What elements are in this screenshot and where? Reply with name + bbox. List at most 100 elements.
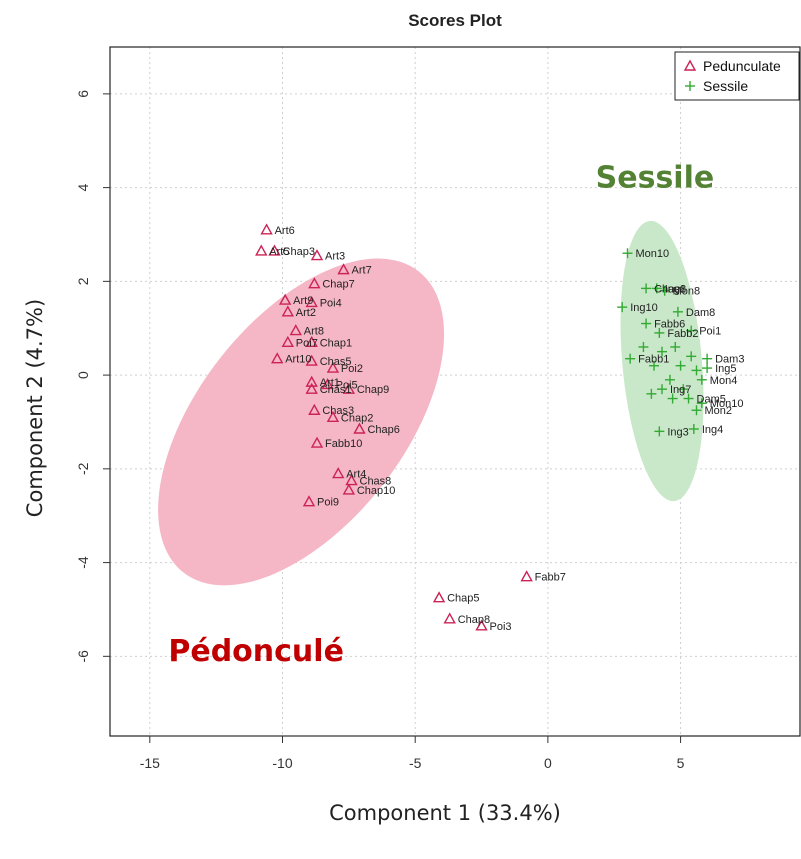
data-points bbox=[255, 223, 713, 631]
point-sessile bbox=[641, 283, 652, 294]
point-label: Art2 bbox=[296, 307, 316, 319]
point-sessile bbox=[657, 384, 667, 395]
x-tick-label: -5 bbox=[409, 755, 422, 771]
legend: Pedunculate Sessile bbox=[674, 51, 800, 101]
point-label: Chap1 bbox=[320, 337, 352, 349]
point-sessile bbox=[622, 248, 633, 259]
point-pedunculate bbox=[255, 244, 268, 256]
point-sessile bbox=[672, 306, 683, 317]
point-label: Chap7 bbox=[322, 279, 354, 291]
point-label: Fabb2 bbox=[667, 328, 698, 340]
point-label: Art6 bbox=[275, 225, 295, 237]
point-sessile bbox=[696, 374, 707, 385]
point-pedunculate bbox=[337, 263, 350, 275]
y-tick-label: 4 bbox=[75, 184, 91, 192]
point-pedunculate bbox=[289, 324, 302, 336]
point-label: Ing3 bbox=[667, 426, 688, 438]
point-label: Poi1 bbox=[699, 326, 721, 338]
point-label: Chap5 bbox=[447, 593, 479, 605]
point-label: Poi4 bbox=[320, 297, 342, 309]
point-sessile bbox=[667, 393, 678, 404]
point-label: Fabb6 bbox=[654, 319, 685, 331]
point-label: Art8 bbox=[304, 326, 324, 338]
point-pedunculate bbox=[305, 335, 318, 347]
point-label: Art5 bbox=[269, 246, 289, 258]
point-sessile bbox=[702, 363, 713, 374]
point-label: Art1 bbox=[320, 377, 340, 389]
point-label: Chas5 bbox=[320, 356, 352, 368]
point-sessile bbox=[649, 360, 660, 371]
point-label: Fabb7 bbox=[535, 572, 566, 584]
point-pedunculate bbox=[305, 354, 318, 366]
point-label: Mon2 bbox=[705, 405, 733, 417]
ellipse-pedunculate bbox=[158, 258, 445, 586]
point-label: Art3 bbox=[325, 251, 345, 263]
y-tick-label: -4 bbox=[75, 556, 91, 569]
point-sessile bbox=[675, 360, 686, 371]
point-pedunculate bbox=[342, 483, 356, 495]
chart-title: Scores Plot bbox=[408, 11, 502, 30]
confidence-ellipses bbox=[158, 220, 704, 586]
x-axis-label: Component 1 (33.4%) bbox=[329, 801, 561, 825]
point-label: Mon10 bbox=[636, 248, 670, 260]
point-sessile bbox=[696, 398, 707, 409]
x-tick-label: -10 bbox=[272, 755, 292, 771]
point-pedunculate bbox=[278, 293, 292, 305]
point-sessile bbox=[625, 353, 636, 364]
y-tick-label: 2 bbox=[75, 277, 91, 285]
point-pedunculate bbox=[353, 422, 366, 434]
point-sessile bbox=[686, 351, 697, 362]
point-pedunculate bbox=[321, 378, 334, 390]
point-label: Poi5 bbox=[336, 379, 358, 391]
point-pedunculate bbox=[302, 495, 316, 507]
point-label: Ing7 bbox=[670, 384, 691, 396]
point-label: Mon8 bbox=[673, 286, 701, 298]
point-label: Poi3 bbox=[490, 621, 512, 633]
legend-marker-sessile bbox=[685, 81, 695, 91]
point-pedunculate bbox=[271, 352, 284, 364]
point-label: Chap8 bbox=[458, 614, 490, 626]
point-sessile bbox=[638, 341, 649, 352]
point-pedunculate bbox=[260, 223, 273, 235]
point-label: Ing8 bbox=[665, 283, 686, 295]
point-label: Chap3 bbox=[283, 246, 315, 258]
ellipse-sessile bbox=[620, 220, 704, 502]
point-label: Chas8 bbox=[360, 476, 392, 488]
point-label: Ing5 bbox=[715, 363, 736, 375]
point-pedunculate bbox=[326, 410, 340, 422]
point-sessile bbox=[641, 318, 652, 329]
point-label: Fabb1 bbox=[638, 354, 669, 366]
point-pedunculate bbox=[310, 249, 324, 261]
legend-label-pedunculate: Pedunculate bbox=[703, 58, 781, 74]
y-tick-label: -2 bbox=[75, 462, 91, 475]
point-sessile bbox=[654, 426, 665, 437]
point-label: Art9 bbox=[293, 295, 313, 307]
point-sessile bbox=[691, 405, 702, 416]
point-label: Chap9 bbox=[357, 384, 389, 396]
point-pedunculate bbox=[443, 612, 456, 624]
y-tick-label: 0 bbox=[75, 371, 91, 379]
point-label: Poi7 bbox=[296, 337, 318, 349]
point-sessile bbox=[702, 353, 713, 364]
legend-marker-pedunculate bbox=[683, 59, 697, 71]
point-label: Chas1 bbox=[320, 384, 352, 396]
annotation-sessile: Sessile bbox=[596, 161, 715, 196]
point-sessile bbox=[686, 325, 697, 336]
point-pedunculate bbox=[308, 277, 321, 289]
point-pedunculate bbox=[345, 474, 358, 486]
x-axis-ticks: -15 -10 -5 0 5 bbox=[140, 735, 685, 771]
annotation-pdoncul: Pédonculé bbox=[168, 634, 344, 669]
point-sessile bbox=[617, 302, 628, 313]
x-tick-label: -15 bbox=[140, 755, 160, 771]
point-label: Mon10 bbox=[710, 398, 744, 410]
point-sessile bbox=[691, 365, 702, 376]
y-tick-label: 6 bbox=[75, 90, 91, 98]
y-tick-label: -6 bbox=[75, 650, 91, 663]
point-label: Dam5 bbox=[697, 394, 726, 406]
point-label: Art10 bbox=[285, 354, 311, 366]
point-sessile bbox=[654, 327, 665, 338]
point-pedunculate bbox=[281, 335, 294, 347]
point-sessile bbox=[657, 346, 667, 357]
point-pedunculate bbox=[308, 403, 321, 415]
